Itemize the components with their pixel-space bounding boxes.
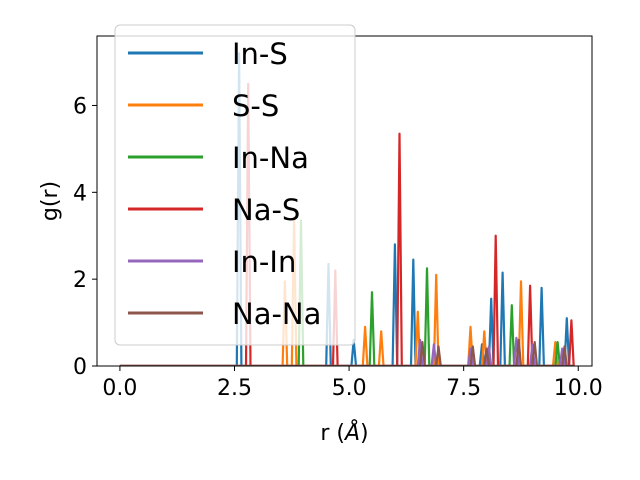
y-axis: 0 2 4 6 (73, 94, 97, 380)
y-tick-label: 0 (73, 355, 87, 380)
x-tick-label: 5.0 (332, 376, 367, 401)
legend-label-na-na: Na-Na (232, 297, 321, 331)
legend: In-S S-S In-Na Na-S In-In Na-Na (114, 24, 356, 346)
legend-label-in-in: In-In (232, 245, 296, 279)
y-tick-label: 4 (73, 181, 87, 206)
x-tick-label: 10.0 (554, 376, 603, 401)
legend-label-s-s: S-S (232, 89, 279, 123)
x-tick-label: 7.5 (446, 376, 481, 401)
y-tick-label: 2 (73, 268, 87, 293)
y-axis-label: g(r) (38, 181, 63, 221)
x-axis-label: r (Å) (320, 419, 368, 446)
x-tick-label: 0.0 (102, 376, 137, 401)
legend-label-in-na: In-Na (232, 141, 309, 175)
x-tick-label: 2.5 (217, 376, 252, 401)
x-axis: 0.0 2.5 5.0 7.5 10.0 (102, 366, 603, 401)
legend-label-na-s: Na-S (232, 193, 300, 227)
y-tick-label: 6 (73, 94, 87, 119)
legend-label-in-s: In-S (232, 37, 288, 71)
